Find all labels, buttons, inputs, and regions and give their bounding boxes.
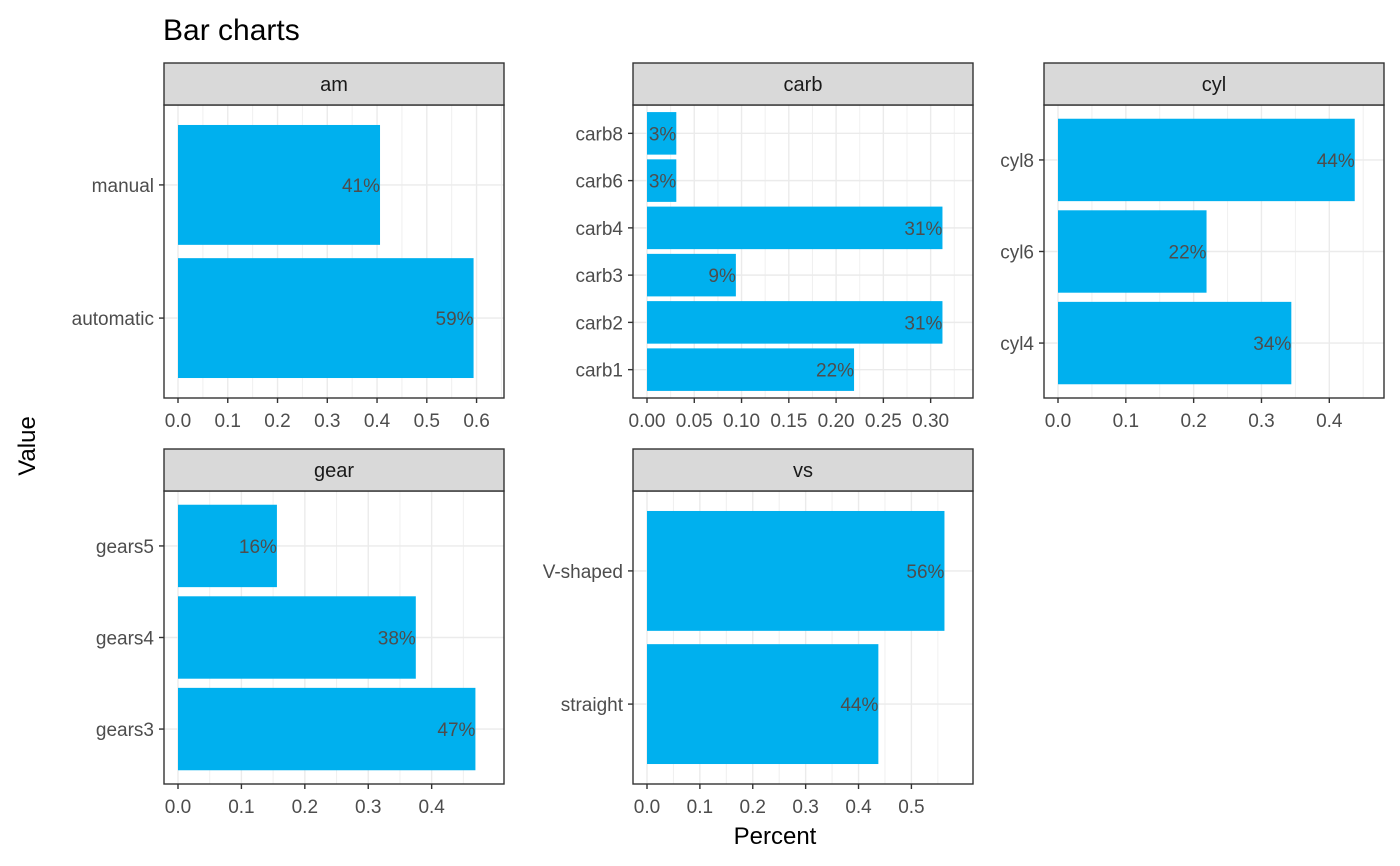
facet-strip-label: cyl [1202,74,1226,96]
facet-strip [163,448,505,492]
y-tick-label: cyl8 [1000,151,1034,172]
x-tick-label: 0.0 [165,411,191,432]
data-label: 59% [436,309,474,330]
data-label: 41% [342,176,380,197]
x-tick-label: 0.4 [418,797,445,818]
x-tick-label: 0.5 [414,411,440,432]
y-tick-label: automatic [72,309,154,330]
data-label: 22% [1169,243,1207,264]
x-tick-label: 0.0 [634,797,660,818]
x-tick-label: 0.1 [228,797,254,818]
x-tick-label: 0.15 [770,411,807,432]
bar-gears3 [178,687,476,771]
x-tick-label: 0.3 [355,797,381,818]
x-tick-label: 0.25 [865,411,902,432]
x-tick-label: 0.6 [463,411,489,432]
x-axis-title: Percent [734,823,817,850]
y-tick-label: carb2 [575,313,623,334]
x-tick-label: 0.1 [215,411,241,432]
x-tick-label: 0.3 [1248,411,1274,432]
facet-panel-carb: 22% 31% 9% 31% 3% 3% carb carb1 carb2 carb3 carb4 c… [575,62,974,432]
facet-panel-am: 59% 41% am automatic manual 0.0 0.1 0.2 0.3 0.4 0.… [72,62,505,432]
bar-carb8 [647,112,677,155]
y-tick-label: gears4 [96,629,155,650]
facet-strip [632,62,974,106]
bar-gears4 [178,596,416,679]
data-label: 31% [904,313,942,334]
facet-panel-cyl: 34% 22% 44% cyl cyl4 cyl6 cyl8 0.0 0.1 0.2 0.3 0.4 [1000,62,1385,432]
data-label: 47% [437,720,475,741]
y-tick-label: cyl6 [1000,243,1034,264]
bar-cyl6 [1058,210,1207,293]
x-tick-label: 0.30 [912,411,949,432]
bar-gears5 [178,504,277,588]
facet-strip-label: am [320,74,348,96]
y-tick-label: gears5 [96,537,154,558]
y-tick-label: manual [92,176,154,197]
y-tick-label: carb1 [575,361,623,382]
bar-V-shaped [647,510,945,631]
data-label: 44% [1317,151,1355,172]
x-tick-label: 0.05 [676,411,713,432]
y-tick-label: carb6 [575,172,623,193]
facet-strip [163,62,505,106]
x-tick-label: 0.2 [1180,411,1206,432]
x-tick-label: 0.00 [629,411,666,432]
y-axis-title: Value [14,416,41,476]
bar-straight [647,644,879,765]
x-tick-label: 0.2 [292,797,318,818]
data-label: 34% [1253,334,1291,355]
y-tick-label: cyl4 [1000,334,1034,355]
facet-strip-label: gear [314,460,354,482]
y-tick-label: carb3 [575,266,623,287]
y-tick-label: straight [561,695,624,716]
facet-strip [632,448,974,492]
data-label: 56% [906,562,944,583]
facet-panels: 59% 41% am automatic manual 0.0 0.1 0.2 0.3 0.4 0.… [72,62,1385,818]
x-tick-label: 0.20 [818,411,855,432]
x-tick-label: 0.2 [264,411,290,432]
data-label: 9% [708,266,736,287]
x-tick-label: 0.3 [314,411,340,432]
facet-strip-label: carb [784,74,823,96]
bar-manual [178,124,381,245]
bar-carb6 [647,159,677,202]
data-label: 22% [816,361,854,382]
x-tick-label: 0.5 [898,797,924,818]
y-tick-label: carb8 [575,124,623,145]
data-label: 44% [840,695,878,716]
y-tick-label: gears3 [96,720,154,741]
data-label: 3% [649,124,677,145]
data-label: 31% [904,219,942,240]
y-tick-label: carb4 [575,219,623,240]
x-tick-label: 0.2 [740,797,766,818]
facet-panel-vs: 44% 56% vs straight V-shaped 0.0 0.1 0.2 0.3 0.4 0… [543,448,974,818]
x-tick-label: 0.0 [165,797,191,818]
facet-strip [1043,62,1385,106]
chart-title: Bar charts [163,14,300,47]
y-tick-label: V-shaped [543,562,623,583]
x-tick-label: 0.1 [1113,411,1139,432]
bar-carb1 [647,348,855,391]
bar-carb4 [647,206,943,250]
x-tick-label: 0.4 [364,411,391,432]
bar-automatic [178,258,474,379]
bar-carb2 [647,301,943,344]
x-tick-label: 0.4 [845,797,872,818]
facet-panel-gear: 47% 38% 16% gear gears3 gears4 gears5 0.0 0.1 0.2… [96,448,505,818]
x-tick-label: 0.1 [687,797,713,818]
bar-carb3 [647,253,736,297]
bar-cyl8 [1058,118,1355,202]
x-tick-label: 0.4 [1316,411,1343,432]
data-label: 3% [649,172,677,193]
x-tick-label: 0.10 [723,411,760,432]
bar-cyl4 [1058,301,1292,385]
data-label: 16% [239,537,277,558]
x-tick-label: 0.3 [792,797,818,818]
x-tick-label: 0.0 [1045,411,1071,432]
data-label: 38% [378,629,416,650]
facet-strip-label: vs [793,460,813,482]
